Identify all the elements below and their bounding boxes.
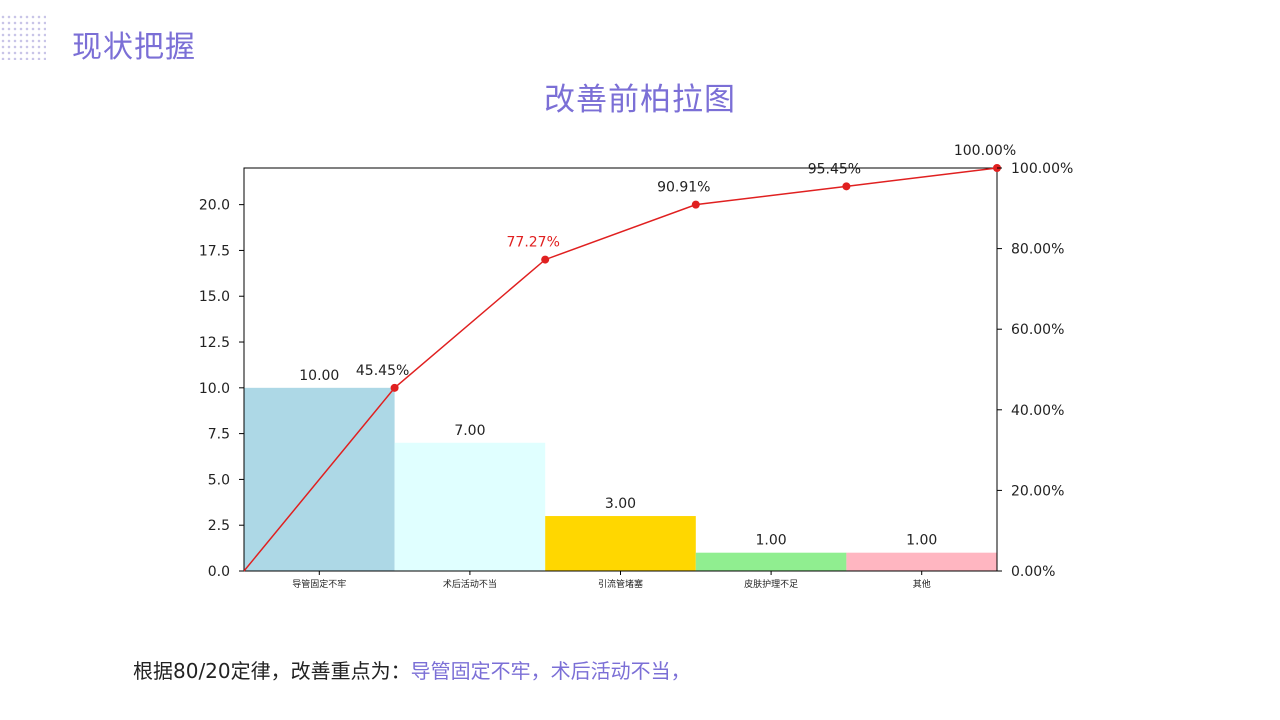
cumulative-label: 45.45% [356,363,409,379]
y-tick-label: 7.5 [208,427,230,443]
bar-value-label: 7.00 [454,423,485,439]
bar-value-label: 1.00 [906,533,937,549]
cumulative-label: 77.27% [507,235,560,251]
y2-tick-label: 60.00% [1011,322,1064,338]
cumulative-point [842,182,851,191]
slide-title: 现状把握 [72,30,196,65]
cumulative-point [691,200,700,209]
y-tick-label: 12.5 [199,335,230,351]
cumulative-label: 90.91% [657,180,710,196]
y2-tick-label: 20.00% [1011,483,1064,499]
conclusion-highlight: 导管固定不牢，术后活动不当， [410,659,691,683]
decorative-dot-grid [0,14,46,60]
bar [394,442,546,571]
bar-value-label: 1.00 [756,533,787,549]
x-tick-label: 导管固定不牢 [292,578,346,590]
y2-tick-label: 0.00% [1011,564,1055,580]
y-tick-label: 20.0 [199,198,230,214]
cumulative-line [243,167,998,572]
y2-tick-label: 80.00% [1011,242,1064,258]
conclusion-prefix: 根据80/20定律，改善重点为： [133,659,411,683]
bar-value-label: 3.00 [605,496,636,512]
y-tick-label: 15.0 [199,289,230,305]
x-tick-label: 术后活动不当 [443,578,497,590]
cumulative-point [390,383,399,392]
y-tick-label: 5.0 [208,472,230,488]
cumulative-point [541,255,550,264]
y-tick-label: 0.0 [208,564,230,580]
chart-title: 改善前柏拉图 [544,82,736,118]
x-tick-label: 其他 [913,578,931,590]
y-tick-label: 2.5 [208,518,230,534]
bar-value-label: 10.00 [299,368,339,384]
x-tick-label: 引流管堵塞 [598,578,643,590]
y2-tick-label: 40.00% [1011,403,1064,419]
x-tick-label: 皮肤护理不足 [744,578,798,590]
cumulative-label: 100.00% [954,143,1016,159]
bar [695,552,847,571]
conclusion-text: 根据80/20定律，改善重点为：导管固定不牢，术后活动不当， [133,655,691,684]
y2-tick-label: 100.00% [1011,161,1073,177]
y-tick-label: 17.5 [199,243,230,259]
bar [846,552,997,571]
cumulative-label: 95.45% [808,161,861,177]
bar [545,516,696,571]
y-tick-label: 10.0 [199,381,230,397]
